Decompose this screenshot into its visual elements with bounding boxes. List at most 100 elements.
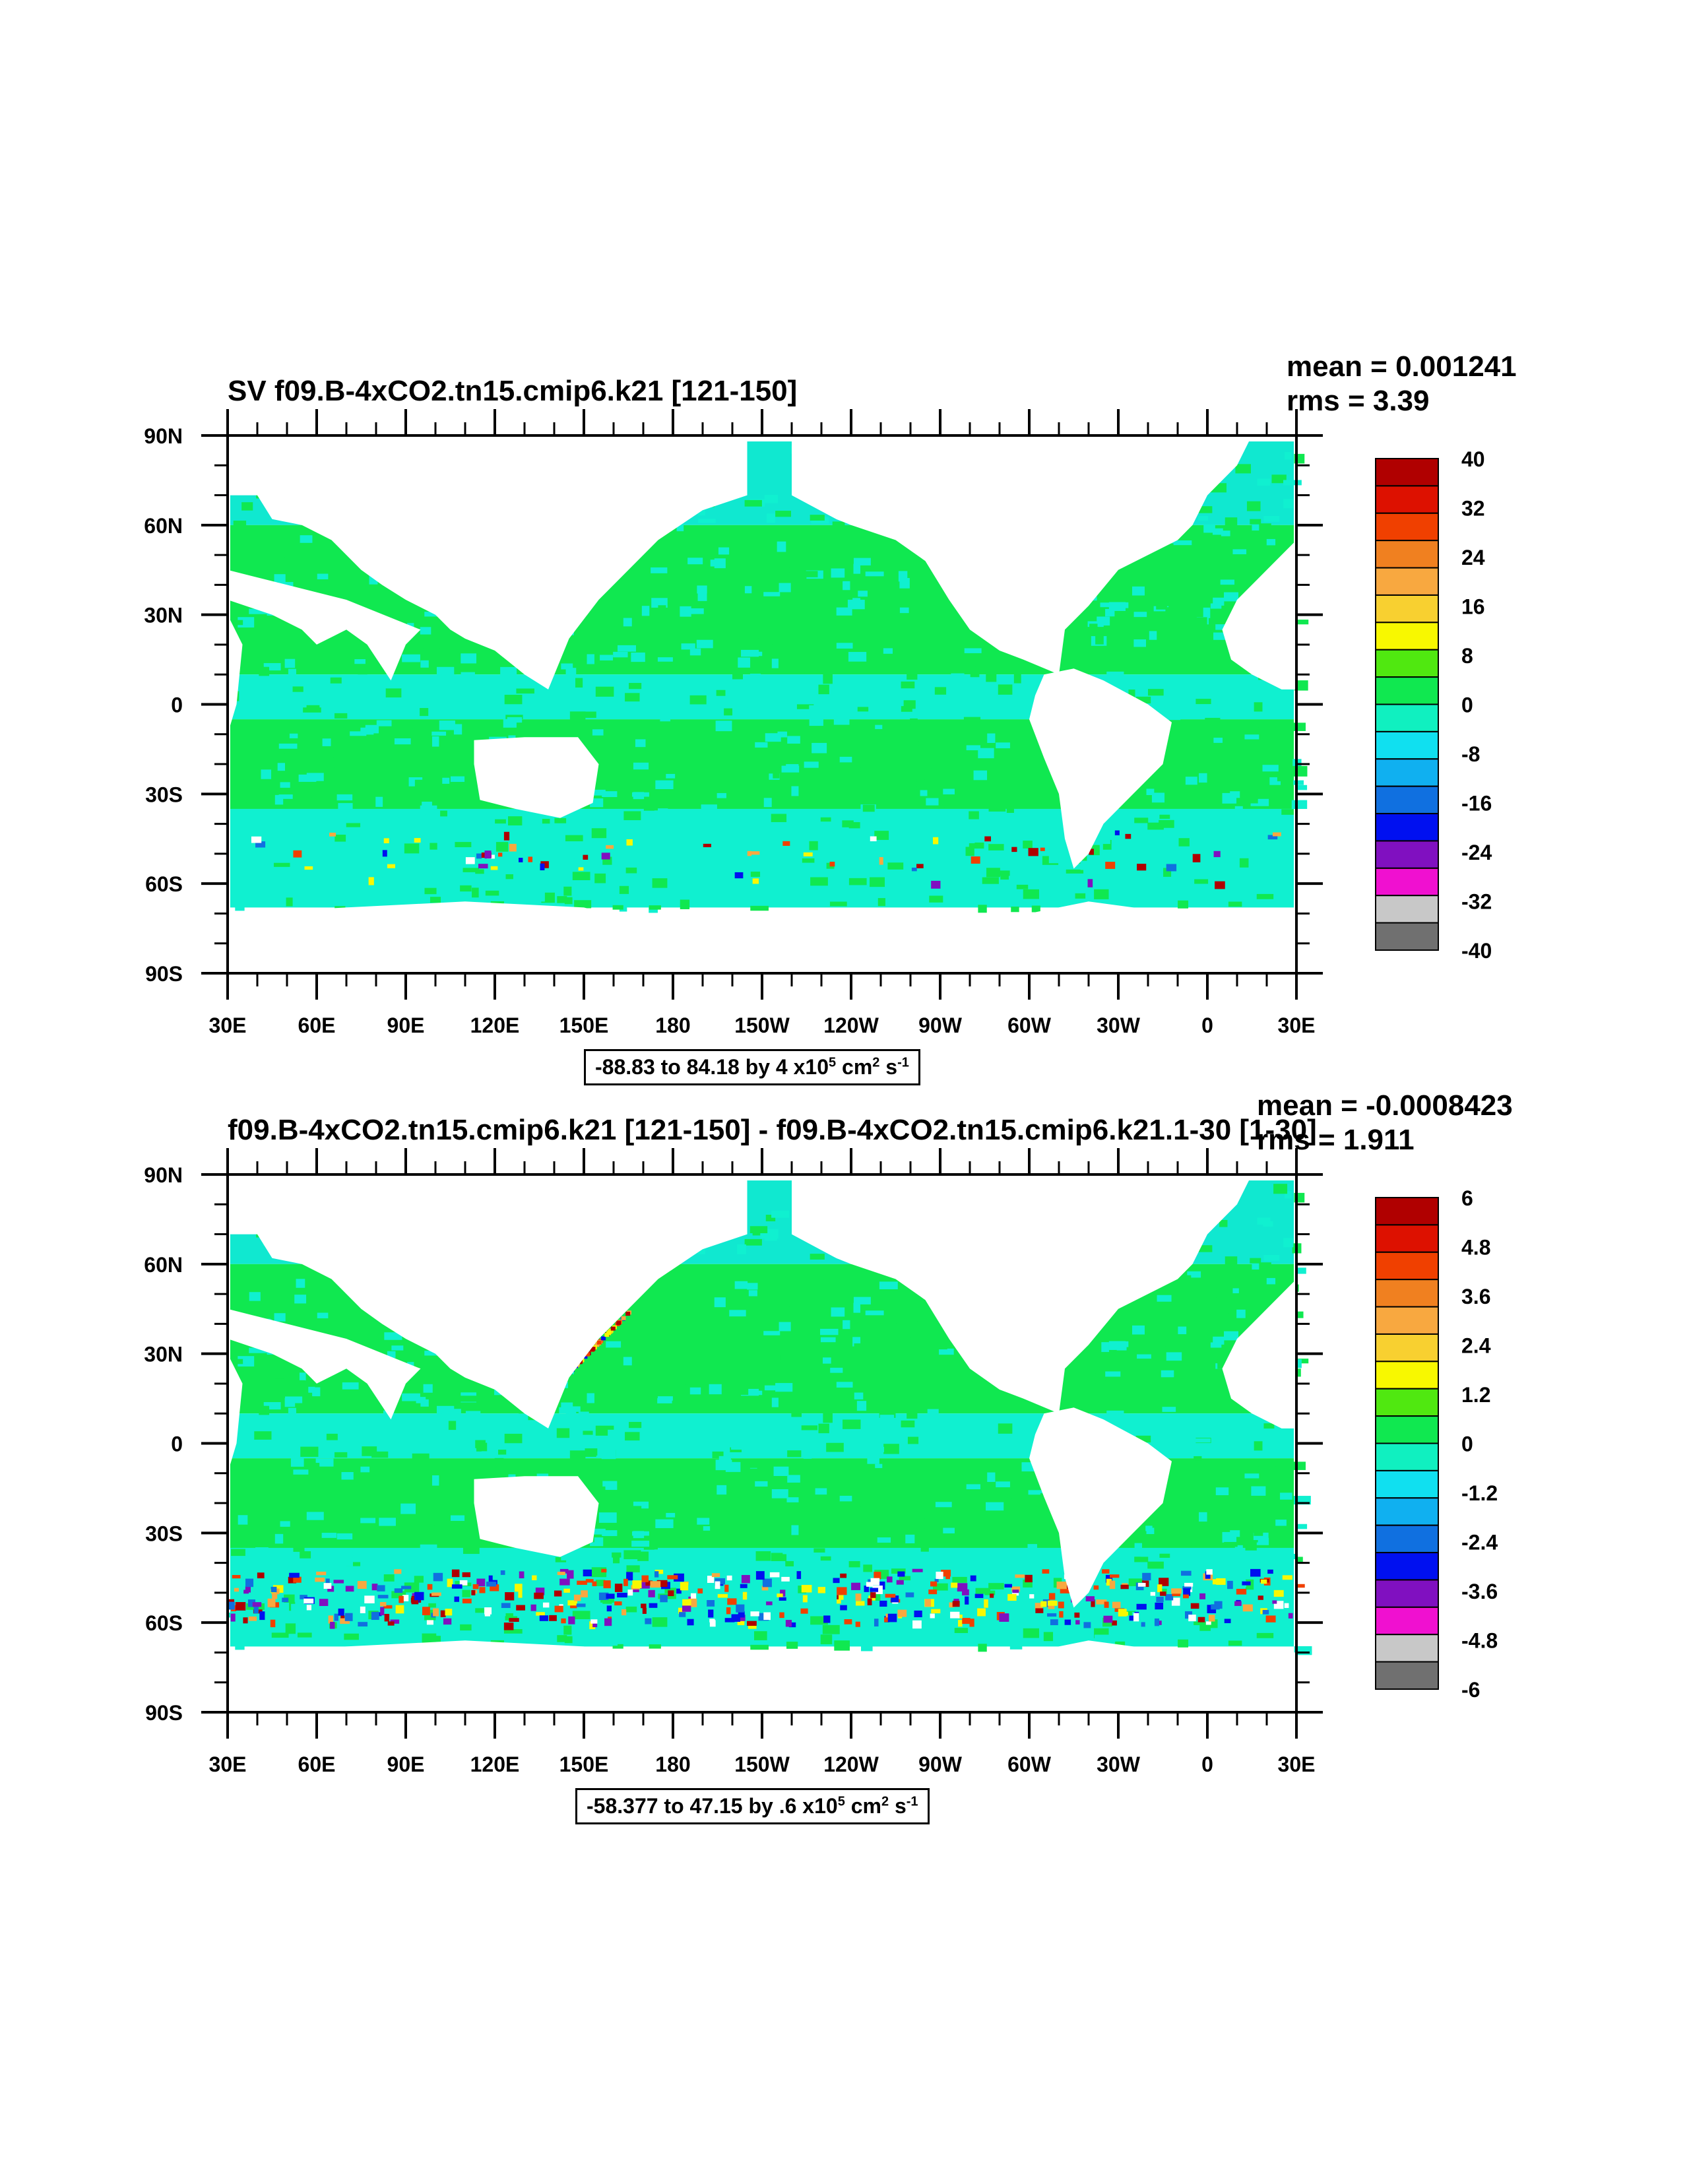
field-cell xyxy=(714,1297,726,1308)
field-cell xyxy=(271,1632,289,1638)
field-cell xyxy=(558,854,566,864)
eddy-cell xyxy=(267,1598,276,1607)
field-cell xyxy=(1211,1373,1225,1381)
field-cell xyxy=(321,1533,336,1538)
lon-tick-label: 30E xyxy=(1278,1752,1316,1776)
eddy-cell xyxy=(1183,1588,1191,1596)
field-cell xyxy=(1244,1473,1259,1479)
field-cell xyxy=(590,798,604,808)
field-cell xyxy=(1100,1575,1110,1584)
field-cell xyxy=(971,1529,987,1535)
colorbar-swatch xyxy=(1375,1197,1439,1226)
eddy-cell xyxy=(736,1604,745,1613)
field-cell xyxy=(249,1292,261,1301)
field-cell xyxy=(462,1590,470,1597)
eddy-cell xyxy=(1089,849,1094,855)
field-cell xyxy=(1215,624,1227,630)
field-cell xyxy=(464,1467,482,1478)
eddy-cell xyxy=(851,1582,861,1590)
eddy-cell xyxy=(755,1571,765,1580)
eddy-cell xyxy=(616,1321,621,1326)
eddy-cell xyxy=(930,1581,938,1587)
field-cell xyxy=(1229,1580,1247,1588)
field-cell xyxy=(761,858,770,869)
field-cell xyxy=(648,772,656,783)
field-cell xyxy=(504,1433,523,1444)
field-cell xyxy=(464,1502,480,1510)
colorbar-swatch xyxy=(1375,1361,1439,1390)
field-cell xyxy=(937,779,947,785)
field-cell xyxy=(623,1413,639,1421)
field-cell xyxy=(1219,1219,1228,1227)
eddy-cell xyxy=(610,1326,616,1331)
eddy-cell xyxy=(519,858,523,862)
field-cell xyxy=(594,873,606,883)
eddy-cell xyxy=(1074,1612,1080,1618)
eddy-cell xyxy=(1171,1588,1182,1594)
field-cell xyxy=(564,897,573,905)
field-cell xyxy=(1023,841,1033,849)
field-cell xyxy=(239,802,247,808)
field-cell xyxy=(1273,1184,1288,1194)
field-cell xyxy=(738,657,751,668)
field-cell xyxy=(697,509,705,515)
field-cell xyxy=(536,841,555,849)
field-cell xyxy=(271,1295,282,1304)
field-cell xyxy=(794,606,808,611)
field-cell xyxy=(431,736,439,747)
field-cell xyxy=(1192,1438,1211,1443)
lon-tick-label: 90E xyxy=(387,1752,425,1776)
eddy-cell xyxy=(486,1582,497,1587)
field-cell xyxy=(554,818,567,823)
field-cell xyxy=(862,804,875,812)
field-cell xyxy=(812,742,827,754)
field-cell xyxy=(794,885,813,897)
field-cell xyxy=(944,1539,962,1547)
eddy-cell xyxy=(563,1588,570,1593)
field-cell xyxy=(503,1628,523,1634)
field-cell xyxy=(581,711,596,718)
field-cell xyxy=(280,782,290,788)
eddy-cell xyxy=(394,1569,402,1574)
eddy-cell xyxy=(911,867,917,872)
field-cell xyxy=(412,1453,430,1461)
eddy-cell xyxy=(905,1592,914,1597)
eddy-cell xyxy=(837,1587,847,1595)
eddy-cell xyxy=(454,1596,460,1602)
field-cell xyxy=(298,862,317,868)
eddy-cell xyxy=(1141,1622,1145,1627)
field-cell xyxy=(303,797,312,804)
eddy-cell xyxy=(592,1620,598,1628)
field-cell xyxy=(771,1397,779,1407)
field-cell xyxy=(631,1541,650,1547)
eddy-cell xyxy=(1129,1615,1135,1621)
eddy-cell xyxy=(382,850,387,857)
field-cell xyxy=(1142,873,1158,878)
field-cell xyxy=(1134,1543,1143,1551)
field-cell xyxy=(423,1384,433,1393)
field-cell xyxy=(820,1379,829,1388)
field-cell xyxy=(1212,528,1223,535)
field-cell xyxy=(1128,690,1135,700)
lat-tick-label: 90N xyxy=(144,1163,183,1187)
field-cell xyxy=(589,1528,606,1535)
field-cell xyxy=(935,1343,947,1350)
field-cell xyxy=(1295,620,1309,625)
eddy-cell xyxy=(1272,1600,1277,1604)
panel-bottom: f09.B-4xCO2.tn15.cmip6.k21 [121-150] - f… xyxy=(0,1089,1689,1828)
eddy-cell xyxy=(626,839,633,846)
colorbar-swatch xyxy=(1375,813,1439,842)
field-cell xyxy=(1178,1326,1187,1335)
lon-tick-label: 120E xyxy=(470,1752,520,1776)
field-cell xyxy=(826,1555,843,1559)
eddy-cell xyxy=(583,854,589,860)
field-cell xyxy=(334,713,348,719)
field-cell xyxy=(516,688,534,694)
field-cell xyxy=(1224,1541,1238,1547)
colorbar-label: 1.2 xyxy=(1461,1383,1490,1407)
eddy-cell xyxy=(1150,1591,1156,1596)
field-cell xyxy=(507,717,523,723)
field-cell xyxy=(652,1617,668,1627)
eddy-cell xyxy=(325,1578,330,1584)
